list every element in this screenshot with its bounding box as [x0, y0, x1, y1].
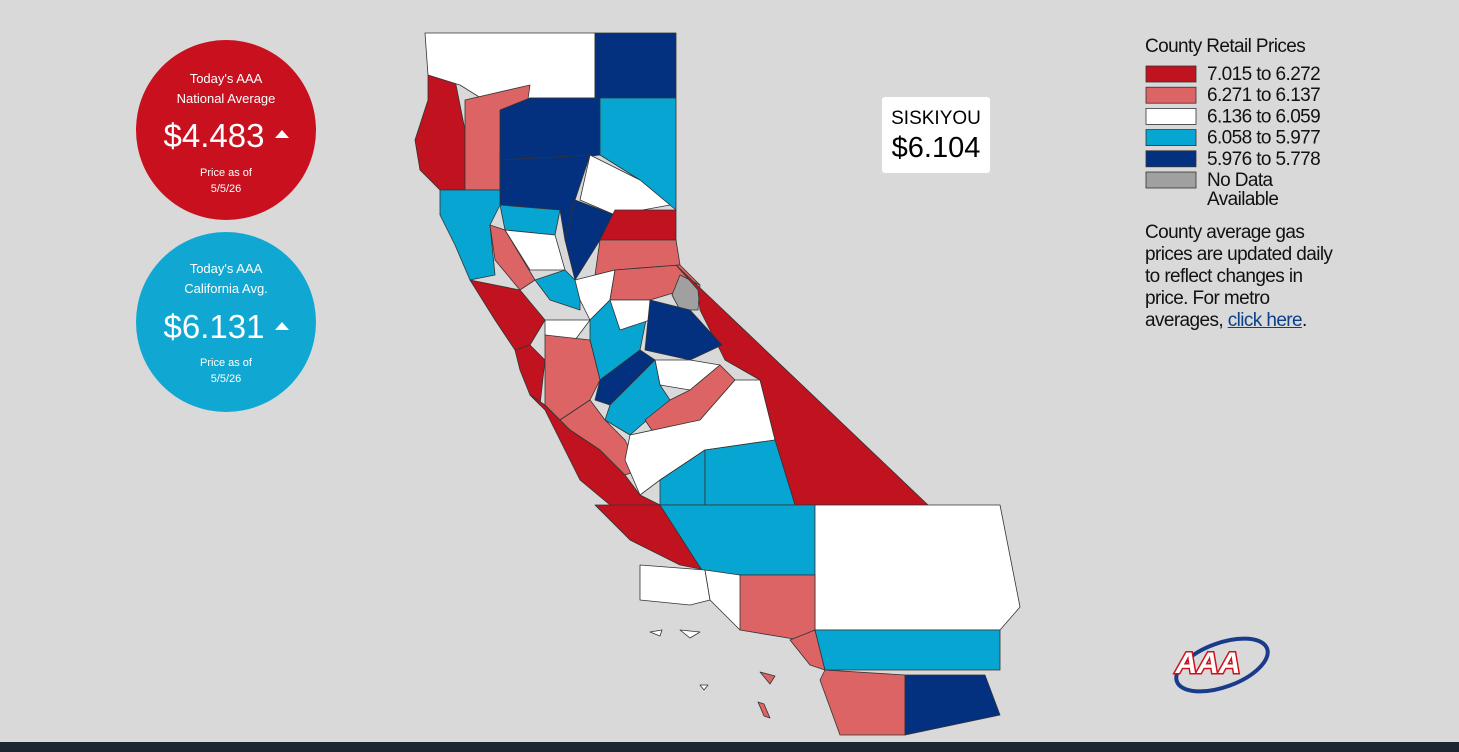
legend-swatch: [1145, 171, 1197, 189]
county: [534, 269, 581, 311]
legend-swatch: [1145, 150, 1197, 168]
logo-text: AAA: [1175, 647, 1241, 680]
county: [514, 344, 546, 406]
county: [814, 504, 1021, 631]
taskbar: [0, 742, 1459, 752]
county: [469, 279, 546, 351]
tooltip: SISKIYOU $6.104: [882, 97, 990, 173]
county: [649, 629, 663, 637]
county: [644, 299, 723, 361]
tooltip-county: SISKIYOU: [891, 108, 981, 129]
legend-swatch: [1145, 108, 1197, 125]
california-price: $6.131: [164, 308, 265, 345]
legend-swatch: [1145, 86, 1197, 104]
california-title: California Avg.: [184, 281, 268, 296]
national-date: 5/5/26: [211, 183, 242, 195]
county: [704, 569, 746, 631]
note: County average gas prices are updated da…: [1145, 222, 1345, 332]
county: [594, 32, 677, 99]
legend-label: 7.015 to 6.272: [1207, 64, 1320, 85]
county: [439, 189, 501, 281]
county: [499, 97, 601, 161]
county: [739, 574, 816, 641]
county-map: [414, 32, 1021, 736]
national-badge: Today's AAA National Average $4.483 Pric…: [136, 40, 316, 220]
county: [564, 199, 616, 281]
county: [759, 671, 776, 685]
county: [414, 74, 466, 191]
tooltip-price: $6.104: [891, 132, 981, 164]
county: [819, 669, 906, 736]
legend-label: 6.136 to 6.059: [1207, 106, 1320, 127]
county: [699, 684, 709, 691]
california-date: 5/5/26: [211, 373, 242, 385]
california-date-label: Price as of: [200, 357, 253, 369]
national-price: $4.483: [164, 117, 265, 154]
county: [489, 224, 536, 291]
national-circle: [136, 40, 316, 220]
legend-swatch: [1145, 129, 1197, 147]
aaa-logo: AAA: [1173, 636, 1270, 694]
california-badge: Today's AAA California Avg. $6.131 Price…: [136, 232, 316, 412]
national-title: National Average: [177, 91, 276, 106]
county: [639, 564, 711, 606]
legend-title: County Retail Prices: [1145, 36, 1305, 57]
note-text: County average gas prices are updated da…: [1145, 222, 1333, 331]
note-end: .: [1301, 310, 1307, 331]
california-title: Today's AAA: [190, 261, 263, 276]
metro-link[interactable]: click here: [1227, 310, 1303, 331]
county: [814, 629, 1001, 671]
legend-label: 6.058 to 5.977: [1207, 128, 1320, 149]
county: [757, 701, 771, 719]
county: [679, 629, 701, 639]
legend-label: 5.976 to 5.778: [1207, 149, 1320, 170]
legend-swatch: [1145, 65, 1197, 83]
logo-ring: [1174, 636, 1270, 694]
national-title: Today's AAA: [190, 71, 263, 86]
up-arrow: [275, 322, 289, 330]
legend-label: No Data Available: [1207, 170, 1278, 210]
legend-label: 6.271 to 6.137: [1207, 85, 1320, 106]
county: [904, 674, 1001, 736]
national-date-label: Price as of: [200, 167, 253, 179]
up-arrow: [275, 130, 289, 138]
california-circle: [136, 232, 316, 412]
